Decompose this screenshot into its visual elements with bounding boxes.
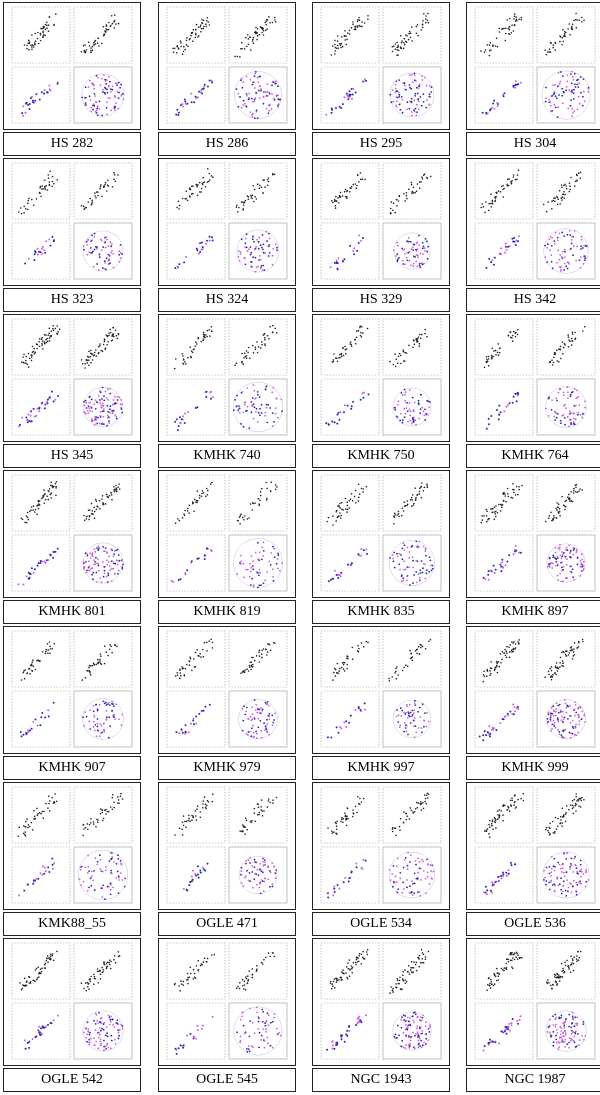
cluster-name-label: OGLE 542 (3, 1068, 141, 1092)
cluster-diagnostic-plots (166, 786, 288, 904)
cluster-plot-panel (466, 938, 600, 1066)
cluster-plot-panel (3, 158, 141, 286)
cluster-plot-panel (312, 314, 450, 442)
cluster-name-label: KMHK 750 (312, 444, 450, 468)
cluster-name-label: KMHK 835 (312, 600, 450, 624)
cluster-diagnostic-plots (11, 318, 133, 436)
cluster-name-label: KMHK 907 (3, 756, 141, 780)
cluster-plot-panel (158, 158, 296, 286)
cluster-name-label: KMHK 999 (466, 756, 600, 780)
cluster-diagnostic-plots (320, 162, 442, 280)
cluster-name-label: KMK88_55 (3, 912, 141, 936)
cluster-plot-panel (3, 470, 141, 598)
cluster-plot-panel (312, 470, 450, 598)
cluster-plot-panel (3, 782, 141, 910)
cluster-diagnostic-plots (11, 162, 133, 280)
cluster-diagnostic-plots (474, 162, 596, 280)
cluster-diagnostic-plots (166, 318, 288, 436)
cluster-name-label: HS 342 (466, 288, 600, 312)
cluster-plot-panel (312, 2, 450, 130)
cluster-diagnostic-plots (320, 786, 442, 904)
cluster-plot-panel (312, 782, 450, 910)
cluster-diagnostic-plots (474, 942, 596, 1060)
cluster-plot-panel (466, 470, 600, 598)
cluster-plot-panel (158, 782, 296, 910)
cluster-diagnostic-plots (11, 630, 133, 748)
cluster-diagnostic-plots (11, 474, 133, 592)
cluster-diagnostic-plots (474, 318, 596, 436)
cluster-diagnostic-plots (320, 942, 442, 1060)
cluster-name-label: HS 324 (158, 288, 296, 312)
cluster-plot-panel (466, 2, 600, 130)
cluster-name-label: KMHK 997 (312, 756, 450, 780)
cluster-name-label: KMHK 819 (158, 600, 296, 624)
cluster-plot-panel (158, 938, 296, 1066)
cluster-name-label: HS 329 (312, 288, 450, 312)
cluster-plot-panel (158, 2, 296, 130)
cluster-plot-panel (158, 626, 296, 754)
cluster-name-label: HS 323 (3, 288, 141, 312)
cluster-plot-panel (3, 626, 141, 754)
cluster-name-label: KMHK 979 (158, 756, 296, 780)
cluster-name-label: KMHK 764 (466, 444, 600, 468)
cluster-name-label: OGLE 545 (158, 1068, 296, 1092)
cluster-plot-panel (312, 158, 450, 286)
cluster-name-label: HS 304 (466, 132, 600, 156)
cluster-diagnostic-plots (11, 786, 133, 904)
cluster-name-label: OGLE 536 (466, 912, 600, 936)
cluster-plot-panel (3, 314, 141, 442)
cluster-diagnostic-plots (11, 6, 133, 124)
cluster-diagnostic-plots (474, 6, 596, 124)
cluster-diagnostic-plots (166, 942, 288, 1060)
cluster-plot-panel (466, 314, 600, 442)
cluster-diagnostic-plots (166, 474, 288, 592)
cluster-plot-panel (158, 314, 296, 442)
cluster-plot-panel (466, 626, 600, 754)
cluster-name-label: OGLE 534 (312, 912, 450, 936)
cluster-diagnostic-plots (474, 474, 596, 592)
cluster-plot-panel (312, 938, 450, 1066)
cluster-plot-panel (158, 470, 296, 598)
cluster-diagnostic-plots (320, 318, 442, 436)
cluster-plot-panel (3, 938, 141, 1066)
cluster-name-label: NGC 1943 (312, 1068, 450, 1092)
cluster-diagnostic-plots (474, 786, 596, 904)
cluster-plot-panel (312, 626, 450, 754)
cluster-name-label: OGLE 471 (158, 912, 296, 936)
cluster-name-label: HS 345 (3, 444, 141, 468)
cluster-name-label: KMHK 801 (3, 600, 141, 624)
cluster-diagnostic-plots (166, 162, 288, 280)
cluster-name-label: HS 286 (158, 132, 296, 156)
cluster-diagnostic-plots (166, 630, 288, 748)
cluster-name-label: NGC 1987 (466, 1068, 600, 1092)
cluster-diagnostic-plots (11, 942, 133, 1060)
cluster-name-label: HS 282 (3, 132, 141, 156)
cluster-plot-panel (466, 782, 600, 910)
cluster-diagnostic-plots (320, 474, 442, 592)
cluster-name-label: HS 295 (312, 132, 450, 156)
cluster-diagnostic-plots (474, 630, 596, 748)
cluster-diagnostic-plots (320, 6, 442, 124)
cluster-diagnostic-plots (166, 6, 288, 124)
cluster-diagnostic-plots (320, 630, 442, 748)
cluster-plot-panel (3, 2, 141, 130)
cluster-name-label: KMHK 740 (158, 444, 296, 468)
cluster-name-label: KMHK 897 (466, 600, 600, 624)
cluster-plot-panel (466, 158, 600, 286)
